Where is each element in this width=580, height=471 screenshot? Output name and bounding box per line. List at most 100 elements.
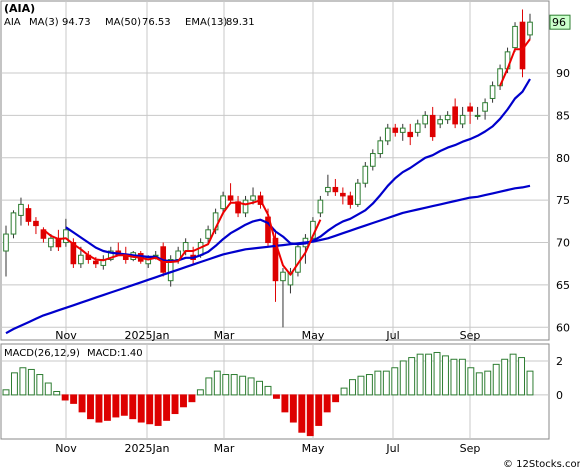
macd-label: MACD(26,12,9) [4, 348, 80, 359]
candle-up [482, 102, 488, 112]
candle-up [369, 153, 376, 167]
macd-bar-negative [154, 394, 162, 426]
macd-bar-negative [188, 394, 196, 403]
price-y-tick-label: 70 [556, 237, 570, 250]
macd-bar-negative [112, 394, 120, 418]
candle-up [317, 199, 324, 214]
macd-bar-positive [399, 360, 407, 396]
price-y-tick-label: 90 [556, 67, 570, 80]
macd-bar-negative [61, 394, 69, 401]
footer-credit: © 12Stocks.com [503, 459, 580, 470]
macd-bar-positive [213, 370, 221, 396]
candle-up [167, 258, 174, 282]
macd-bar-positive [484, 370, 492, 396]
candle-up [220, 195, 226, 210]
macd-bar-negative [332, 394, 340, 403]
candle-up [437, 119, 443, 125]
macd-bar-positive [247, 377, 255, 396]
macd-bar-positive [2, 389, 10, 396]
ma50-value: 76.53 [142, 17, 171, 28]
macd-bar-positive [458, 358, 466, 396]
macd-bar-negative [315, 394, 323, 426]
ma3-line [499, 38, 531, 87]
candle-up [527, 21, 533, 36]
candle-up [205, 229, 211, 239]
ma3-line [42, 199, 322, 276]
macd-bar-positive [44, 382, 52, 396]
macd-bar-positive [509, 353, 517, 396]
macd-bar-negative [180, 394, 187, 408]
last-price-badge-text: 96 [552, 16, 566, 29]
candle-up [459, 114, 466, 125]
candle-up [107, 250, 114, 260]
macd-bar-positive [408, 357, 416, 396]
macd-bar-positive [19, 367, 27, 396]
ma3-label: MA(3) [29, 17, 59, 28]
macd-bar-negative [171, 394, 179, 415]
candle-up [78, 254, 84, 265]
ma50-label: MA(50) [105, 17, 141, 28]
macd-x-tick-label: Nov [55, 442, 77, 455]
candle-down [272, 237, 279, 282]
ma3-value: 94.73 [62, 17, 91, 28]
macd-bar-positive [501, 358, 509, 396]
macd-bar-positive [425, 353, 433, 396]
macd-bar-positive [416, 353, 424, 396]
symbol-title: (AIA) [4, 2, 35, 15]
macd-bar-positive [518, 357, 526, 396]
candle-up [287, 271, 294, 286]
candle-down [70, 242, 77, 265]
macd-bar-positive [36, 374, 44, 396]
macd-y-tick-label: 0 [556, 389, 563, 402]
candle-up [10, 212, 17, 235]
macd-x-tick-label: May [302, 442, 325, 455]
macd-bar-negative [95, 394, 103, 423]
candle-down [429, 114, 436, 138]
macd-bar-positive [467, 367, 475, 396]
macd-bar-negative [323, 394, 331, 413]
macd-bar-positive [239, 375, 247, 396]
macd-bar-positive [264, 385, 272, 396]
candle-up [325, 186, 331, 193]
candle-down [407, 131, 414, 138]
macd-x-axis: Nov 2025Jan Mar May Jul Sep [55, 442, 480, 455]
price-x-tick-label: Nov [55, 329, 77, 342]
candle-up [242, 199, 249, 214]
candle-up [48, 237, 54, 248]
candle-up [182, 242, 189, 252]
candle-down [227, 195, 234, 201]
macd-bar-negative [281, 394, 289, 413]
candle-up [512, 25, 518, 49]
macd-x-tick-label: 2025Jan [125, 442, 170, 455]
candle-up [63, 229, 69, 244]
macd-bar-positive [365, 374, 373, 396]
macd-bar-positive [433, 351, 441, 396]
macd-bar-positive [475, 372, 483, 396]
candle-down [452, 106, 458, 125]
candle-up [414, 123, 421, 133]
price-x-axis: Nov 2025Jan Mar May Jul Sep [55, 329, 480, 342]
macd-y-axis: 02 [556, 355, 563, 402]
macd-value: MACD:1.40 [87, 348, 143, 359]
macd-bar-positive [53, 391, 61, 396]
candle-down [332, 186, 339, 193]
macd-y-tick-label: 2 [556, 355, 563, 368]
macd-bar-positive [391, 367, 399, 396]
candle-up [3, 233, 9, 252]
price-y-tick-label: 80 [556, 152, 570, 165]
candle-up [489, 85, 496, 99]
macd-bar-positive [340, 387, 348, 396]
price-x-tick-label: 2025Jan [125, 329, 170, 342]
price-x-tick-label: May [302, 329, 325, 342]
macd-panel: 02 Nov 2025Jan Mar May Jul Sep [0, 343, 563, 455]
ema13-value: 89.31 [226, 17, 255, 28]
candle-up [355, 182, 361, 205]
candle-up [384, 127, 391, 142]
candle-up [280, 271, 286, 282]
macd-x-tick-label: Sep [460, 442, 481, 455]
price-y-tick-label: 60 [556, 321, 570, 334]
candle-down [33, 220, 39, 227]
macd-bar-negative [272, 394, 280, 399]
price-panel: 60 65 70 75 80 85 90 Nov 2025Jan Mar May Jul Sep [0, 0, 570, 342]
ma50-line [5, 184, 531, 335]
